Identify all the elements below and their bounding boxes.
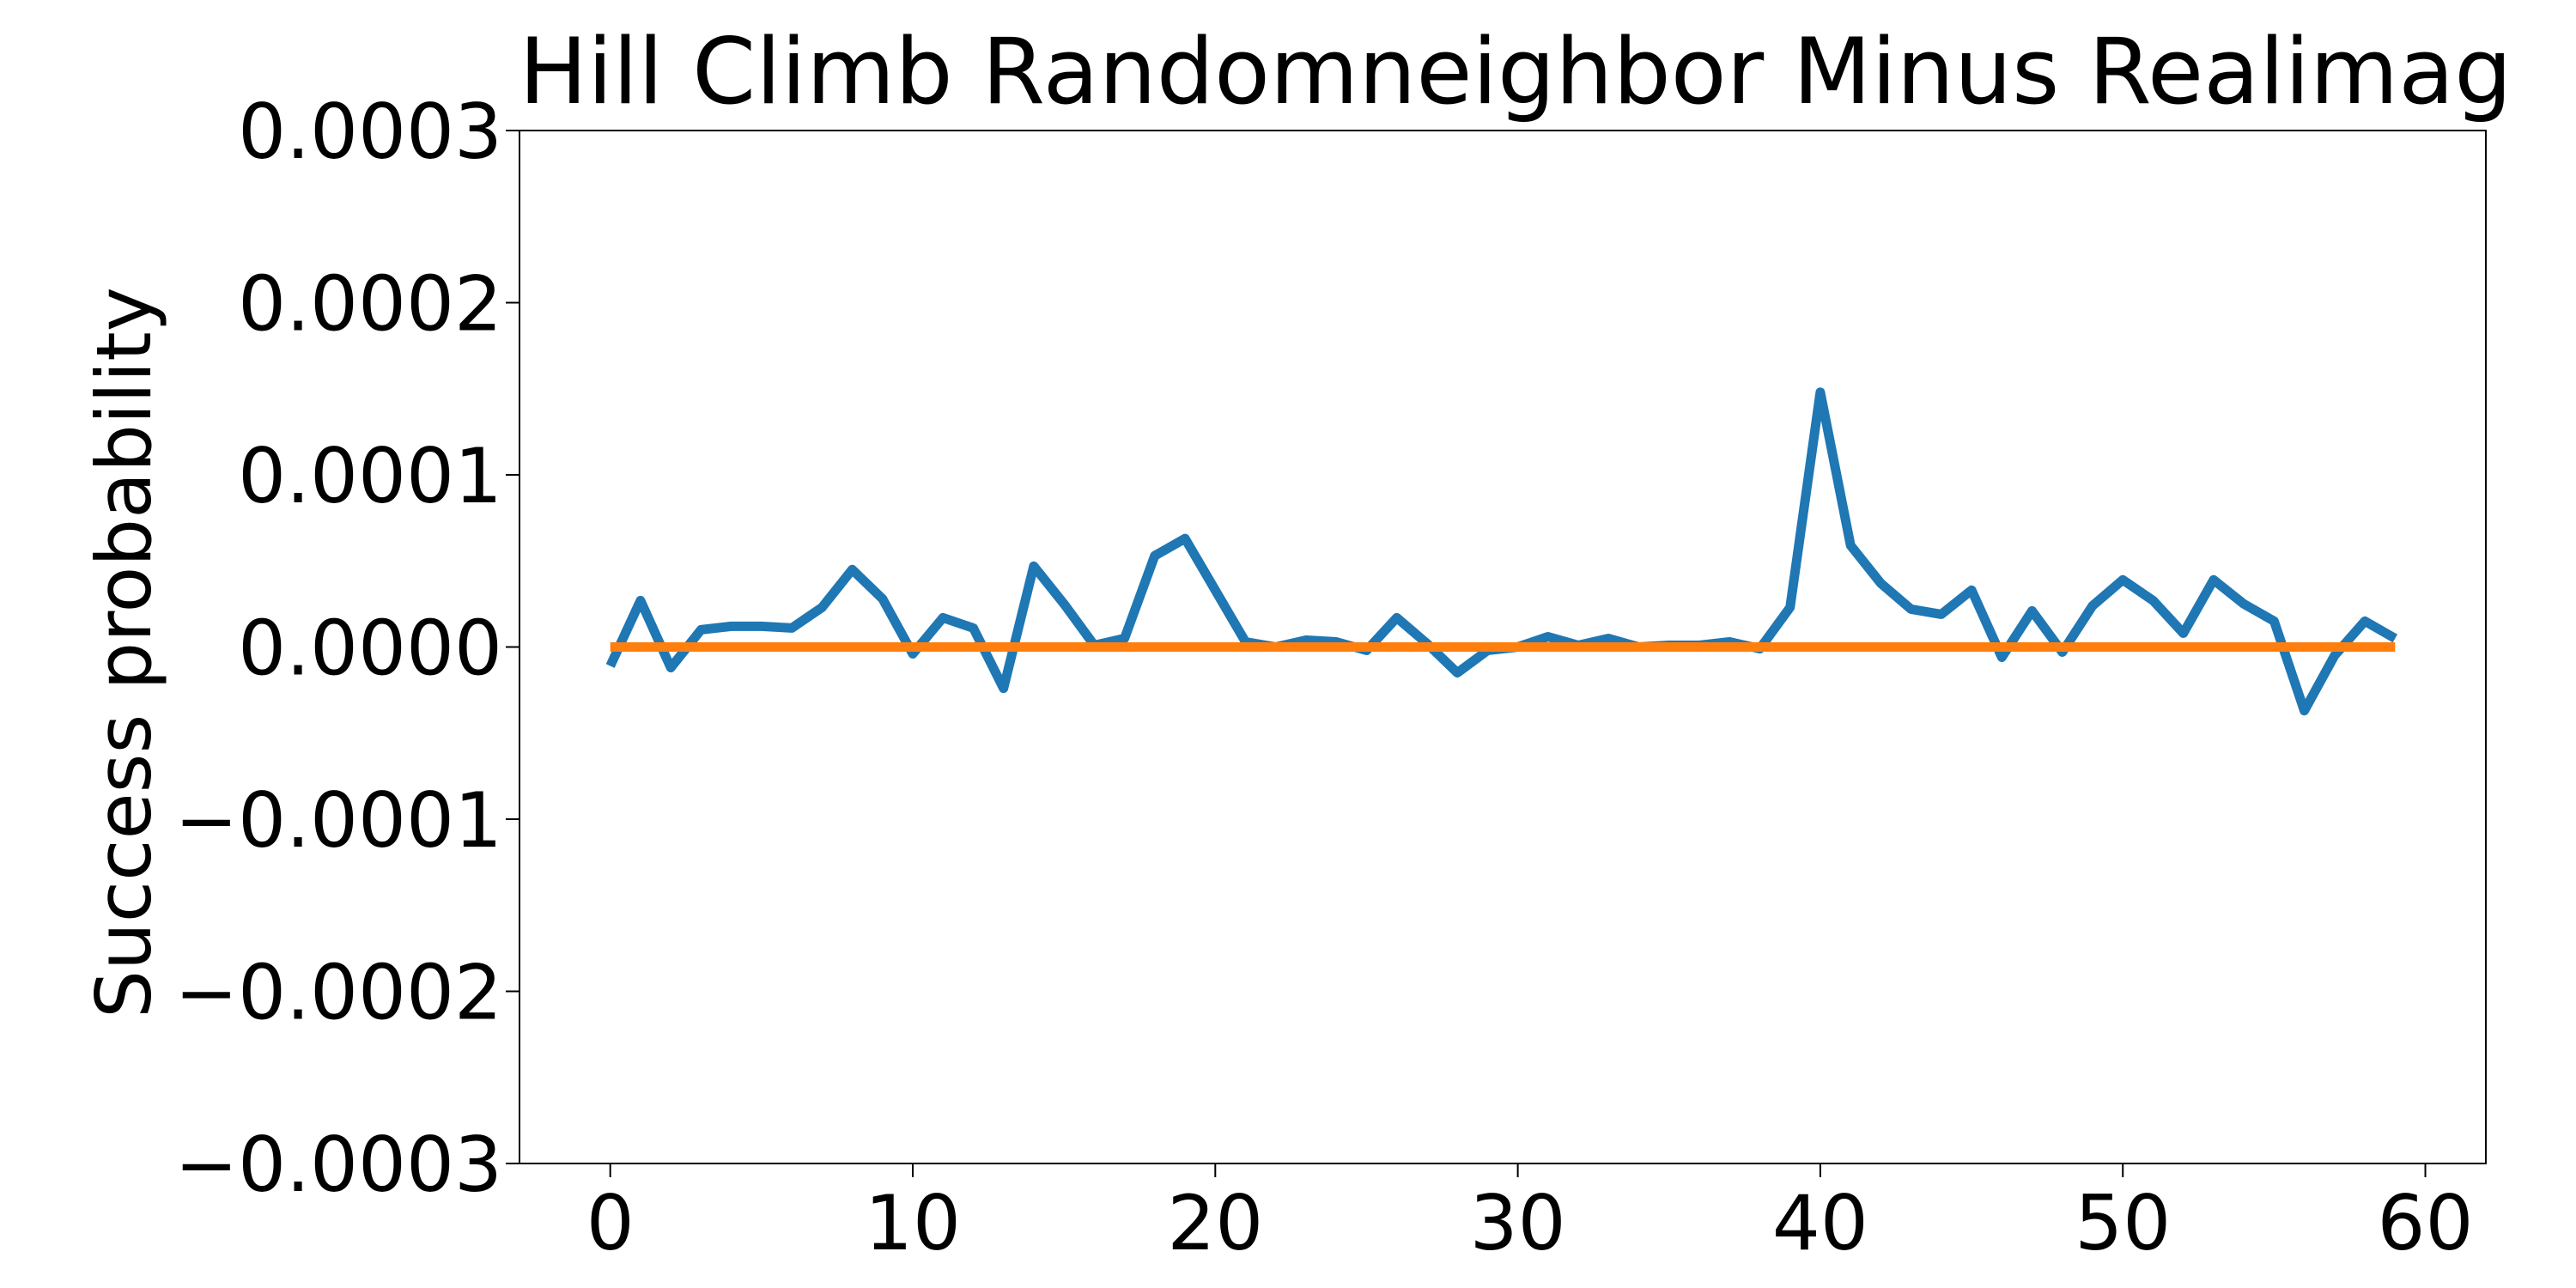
y-axis-label: Success probability — [80, 287, 168, 1018]
y-tick-label: 0.0003 — [238, 88, 502, 176]
series-line-1 — [605, 387, 2398, 716]
x-axis: 0 10 20 30 40 50 60 — [586, 1163, 2474, 1267]
x-tick-label: 0 — [586, 1179, 635, 1267]
x-tick-label: 10 — [865, 1179, 961, 1267]
x-tick-label: 30 — [1470, 1179, 1566, 1267]
plot-area-frame — [519, 130, 2487, 1164]
y-tick-label: −0.0002 — [174, 949, 502, 1037]
x-tick-label: 60 — [2378, 1179, 2474, 1267]
chart-title: Hill Climb Randomneighbor Minus Realimag — [519, 19, 2512, 125]
y-tick-label: 0.0002 — [238, 260, 502, 349]
y-tick-label: −0.0003 — [174, 1121, 502, 1209]
y-axis: −0.0003 −0.0002 −0.0001 0.0000 0.0001 0.0002 0… — [174, 88, 519, 1209]
x-tick-label: 50 — [2075, 1179, 2171, 1267]
y-tick-label: 0.0000 — [238, 605, 502, 693]
y-tick-label: 0.0001 — [238, 432, 502, 520]
x-tick-label: 20 — [1167, 1179, 1263, 1267]
y-tick-label: −0.0001 — [174, 776, 502, 865]
x-tick-label: 40 — [1772, 1179, 1868, 1267]
series-layer — [605, 387, 2398, 716]
